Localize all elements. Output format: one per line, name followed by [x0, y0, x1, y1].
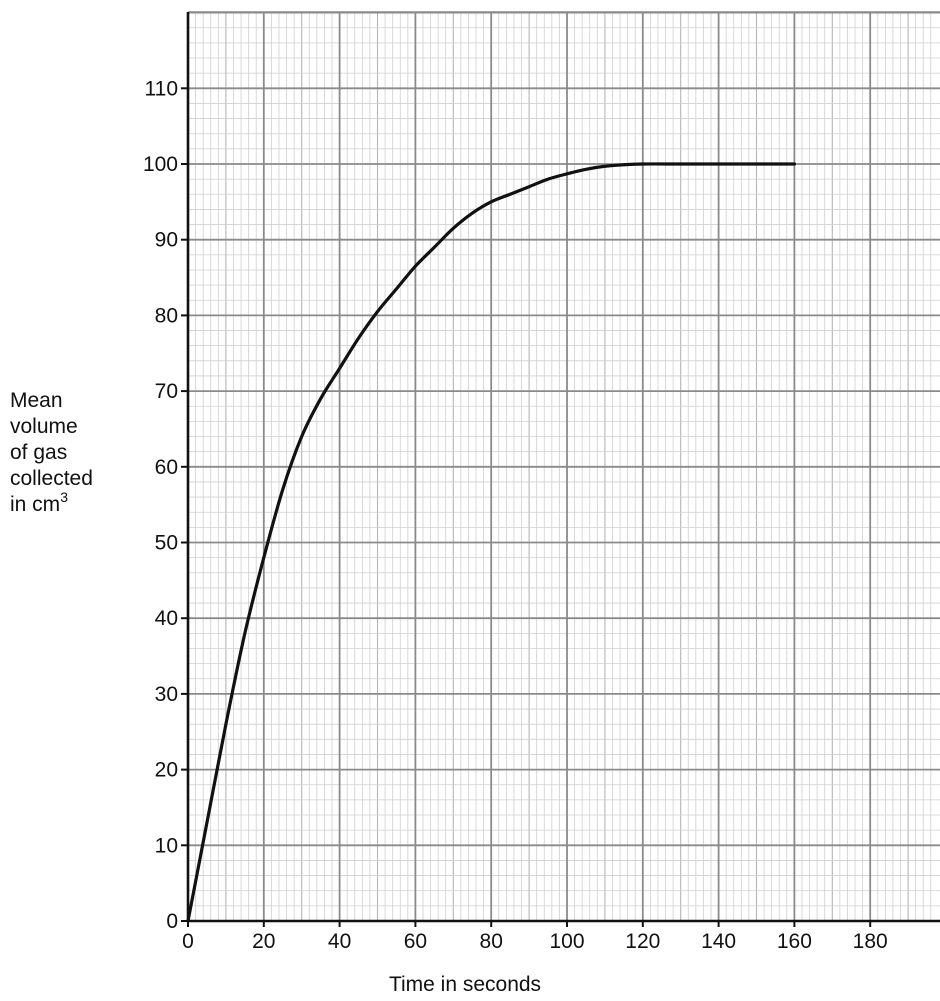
x-tick-label: 20 — [252, 930, 275, 953]
x-tick-label: 60 — [404, 930, 427, 953]
y-tick-label: 90 — [155, 229, 178, 252]
x-tick-label: 80 — [480, 930, 503, 953]
x-tick-label: 160 — [777, 930, 812, 953]
y-tick-label: 50 — [155, 532, 178, 555]
y-tick-label: 20 — [155, 759, 178, 782]
y-tick-label: 60 — [155, 456, 178, 479]
y-axis-label-line-3: of gas — [10, 441, 68, 464]
x-tick-label: 0 — [182, 930, 194, 953]
y-axis-label-line-4: collected — [10, 467, 93, 490]
y-tick-label: 100 — [143, 153, 178, 176]
y-axis-label-unit-exponent: 3 — [60, 489, 68, 505]
y-tick-label: 10 — [155, 834, 178, 857]
x-tick-label: 120 — [625, 930, 660, 953]
y-axis-label-line-2: volume — [10, 415, 78, 438]
y-tick-label: 70 — [155, 380, 178, 403]
x-tick-label: 140 — [701, 930, 736, 953]
y-tick-label: 40 — [155, 607, 178, 630]
x-tick-label: 40 — [328, 930, 351, 953]
y-axis-label: Mean volume of gas collected in cm3 — [10, 388, 93, 518]
x-axis-label: Time in seconds — [388, 973, 542, 996]
major-grid — [188, 11, 940, 921]
y-tick-label: 80 — [155, 304, 178, 327]
y-tick-label: 110 — [145, 77, 178, 100]
y-axis-label-line-5: in cm3 — [10, 489, 93, 518]
tick-labels: 0 20 40 60 80 100 120 140 160 180 0 10 20 30 40 50 60 70 8… — [143, 77, 888, 953]
curve-layer — [186, 162, 796, 923]
y-axis-label-line-1: Mean — [10, 389, 63, 412]
x-tick-label: 180 — [853, 930, 888, 953]
y-tick-label: 0 — [166, 910, 178, 933]
y-tick-label: 30 — [155, 683, 178, 706]
x-tick-label: 100 — [549, 930, 584, 953]
y-axis-label-unit: in cm — [10, 493, 61, 516]
gas-volume-curve-0 — [186, 162, 796, 923]
